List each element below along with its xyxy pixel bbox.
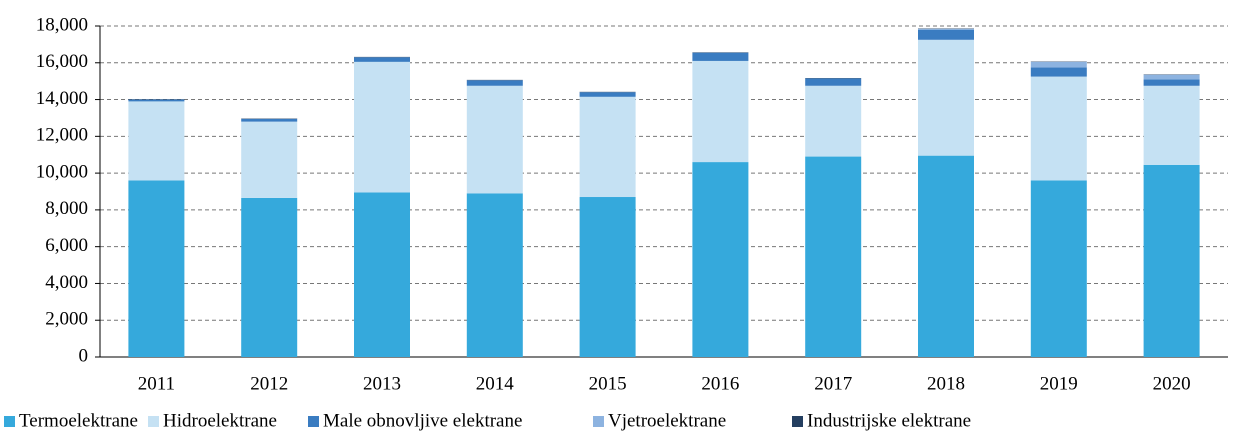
bar-segment xyxy=(241,119,297,122)
bar-segment xyxy=(467,193,523,357)
bar-segment xyxy=(128,100,184,102)
bar-segment xyxy=(1031,67,1087,76)
bar-segment xyxy=(805,78,861,85)
bar-segment xyxy=(128,180,184,357)
bar-segment xyxy=(692,53,748,61)
bar-segment xyxy=(1144,75,1200,80)
legend-label: Hidroelektrane xyxy=(163,410,277,431)
y-tick-label: 14,000 xyxy=(36,88,88,109)
legend-label: Male obnovljive elektrane xyxy=(323,410,522,431)
bar-segment xyxy=(692,162,748,357)
legend-label: Vjetroelektrane xyxy=(608,410,726,431)
y-tick-label: 10,000 xyxy=(36,161,88,182)
x-tick-label: 2018 xyxy=(927,373,965,394)
bar-segment xyxy=(467,86,523,194)
bar-segment xyxy=(918,30,974,40)
bar-segment xyxy=(241,198,297,357)
bar-segment xyxy=(1031,62,1087,68)
bar-segment xyxy=(580,92,636,97)
bar-segment xyxy=(918,40,974,156)
legend-swatch xyxy=(308,416,319,427)
bar-segment xyxy=(1144,165,1200,357)
y-tick-label: 18,000 xyxy=(36,14,88,35)
x-tick-label: 2016 xyxy=(701,373,739,394)
bar-segment xyxy=(1031,180,1087,357)
bar-segment xyxy=(805,157,861,357)
legend-swatch xyxy=(792,416,803,427)
legend-label: Industrijske elektrane xyxy=(807,410,971,431)
y-tick-label: 4,000 xyxy=(45,272,88,293)
y-tick-label: 6,000 xyxy=(45,235,88,256)
y-tick-label: 0 xyxy=(79,345,89,366)
bar-segment xyxy=(918,29,974,30)
x-tick-label: 2013 xyxy=(363,373,401,394)
x-tick-label: 2020 xyxy=(1153,373,1191,394)
bar-segment xyxy=(692,61,748,162)
x-tick-label: 2014 xyxy=(476,373,515,394)
bar-segment xyxy=(805,86,861,157)
legend-swatch xyxy=(4,416,15,427)
y-tick-label: 8,000 xyxy=(45,198,88,219)
bar-segment xyxy=(918,156,974,357)
legend-swatch xyxy=(593,416,604,427)
bar-segment xyxy=(467,80,523,86)
x-tick-label: 2017 xyxy=(814,373,852,394)
bar-segment xyxy=(241,122,297,198)
legend-swatch xyxy=(148,416,159,427)
y-tick-label: 2,000 xyxy=(45,309,88,330)
bar-segment xyxy=(128,101,184,180)
x-tick-label: 2011 xyxy=(138,373,175,394)
x-tick-label: 2015 xyxy=(589,373,627,394)
bar-segment xyxy=(354,62,410,193)
y-tick-label: 12,000 xyxy=(36,125,88,146)
bar-segment xyxy=(354,192,410,357)
x-tick-label: 2012 xyxy=(250,373,288,394)
bar-segment xyxy=(354,57,410,62)
bar-segment xyxy=(1031,77,1087,181)
bar-segment xyxy=(580,197,636,357)
y-tick-label: 16,000 xyxy=(36,51,88,72)
x-tick-label: 2019 xyxy=(1040,373,1078,394)
bar-segment xyxy=(1144,86,1200,165)
bar-segment xyxy=(580,97,636,197)
bar-segment xyxy=(1144,79,1200,85)
legend-label: Termoelektrane xyxy=(19,410,138,431)
